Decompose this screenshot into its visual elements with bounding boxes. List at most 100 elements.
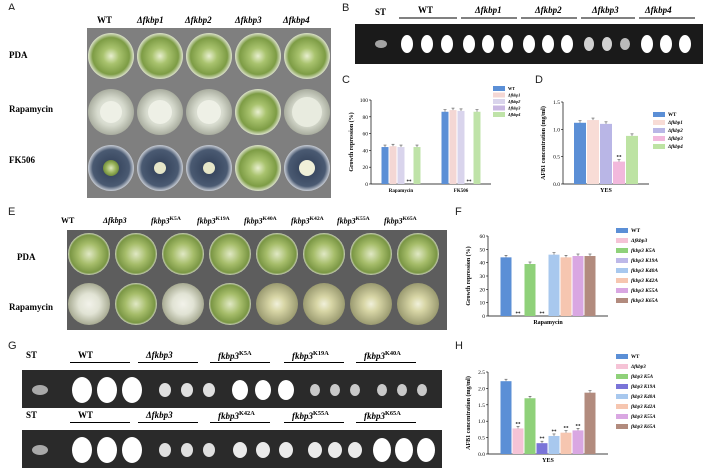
y-tick-label: 0.0 [478,452,485,458]
y-tick-label: 2.0 [478,386,485,392]
bar [413,147,421,184]
legend-label: fkbp3 K40A [631,268,658,274]
bar [613,161,625,184]
legend-swatch [493,99,505,104]
bar [381,147,389,184]
panel-letter-e: E [8,206,16,218]
legend-label: Δfkbp1 [507,93,520,98]
bar [389,146,397,184]
col-label: WT [97,15,113,25]
st-label: ST [375,7,387,17]
bar [441,111,449,184]
legend-swatch [493,92,505,98]
bar [449,110,457,184]
legend-label: WT [631,355,640,360]
category-label: Rapamycin [389,189,414,194]
significance-mark: ** [467,180,473,185]
legend-label: WT [631,228,641,234]
plates-e-svg [67,230,447,330]
rapamycin-row [88,89,330,135]
legend-swatch [653,128,665,133]
bar [512,428,524,454]
group-underline [70,422,130,423]
legend-swatch [653,136,665,141]
legend-swatch [616,238,628,243]
significance-mark: ** [552,430,558,435]
tlc-strip-g-top [22,370,442,408]
legend-label: Δfkbp1 [667,121,683,126]
legend-swatch [616,298,628,303]
col-label: Δfkbp4 [283,15,310,25]
rapamycin-row-e [68,283,439,325]
legend-swatch [616,354,628,359]
group-label: Δfkbp1 [475,5,502,15]
chart-f: 0 10 20 30 40 50 60 Growth repression (%) ** ** Ra… [465,228,658,326]
group-underline [138,362,198,363]
y-axis-label: Growth repression (%) [348,112,355,171]
legend-swatch [616,414,628,419]
group-underline [284,422,344,423]
legend-swatch [493,112,505,117]
y-tick-label: 0 [482,314,485,320]
category-label: YES [600,188,612,194]
y-tick-label: 60 [480,234,486,240]
chart-d: 0.0 0.5 1.0 1.5 AFB1 concentration (mg/ml) **… [540,100,683,194]
bar [548,254,560,316]
significance-mark: ** [516,422,522,427]
bar [536,443,548,454]
col-label: Δfkbp3 [103,216,127,225]
group-underline [70,362,130,363]
group-underline [284,362,344,363]
chart-h: 0.0 0.5 1.0 1.5 2.0 2.5 AFB1 concentration (mg… [465,354,656,464]
group-underline [356,422,416,423]
y-tick-label: 10 [480,301,486,307]
bar [500,257,512,316]
row-label: PDA [9,50,28,60]
pda-row-e [68,233,439,275]
y-tick-label: 20 [363,165,369,171]
significance-mark: ** [516,312,522,317]
legend-swatch [493,86,505,91]
legend-swatch [616,268,628,273]
fk506-row [88,145,330,191]
y-tick-label: 1.5 [478,403,485,409]
legend-label: WT [668,113,677,118]
legend-label: fkbp3 K40A [631,395,656,400]
st-label: ST [26,410,38,420]
row-label: PDA [17,252,36,262]
significance-mark: ** [540,312,546,317]
y-tick-label: 0 [365,182,368,188]
tlc-strip-b [355,17,703,64]
legend-label: Δfkbp2 [507,99,520,104]
col-label: WT [61,216,75,225]
group-underline [210,422,270,423]
y-tick-label: 0.5 [553,155,560,161]
panel-letter-f: F [455,206,462,218]
legend-swatch [616,384,628,389]
legend-label: fkbp3 K5A [631,248,656,254]
legend-swatch [616,374,628,379]
group-underline [210,362,270,363]
col-label: Δfkbp1 [137,15,164,25]
significance-mark: ** [617,156,623,161]
group-label: fkbp3K42A [218,410,255,421]
row-label: FK506 [9,155,35,165]
y-tick-label: 40 [480,261,486,267]
panel-letter-h: H [455,340,463,352]
y-tick-label: 60 [363,132,369,138]
y-axis-label: Growth repression (%) [465,246,472,305]
legend-label: Δfkbp4 [667,145,683,150]
y-tick-label: 2.5 [478,370,485,376]
y-tick-label: 100 [360,98,369,104]
bar [560,257,572,316]
panel-g: ST WT Δfkbp3 fkbp3K5A fkbp3K19A fkbp3K40A ST W… [12,348,444,470]
legend-label: Δfkbp3 [667,137,683,142]
legend-swatch [653,120,665,125]
y-tick-label: 1.0 [478,419,485,425]
legend-swatch [616,288,628,293]
legend-label: WT [508,86,515,91]
y-axis-label: AFB1 concentration (mg/ml) [540,106,547,180]
group-label: Δfkbp2 [535,5,562,15]
col-label: fkbp3K5A [151,216,181,226]
significance-mark: ** [407,180,413,185]
